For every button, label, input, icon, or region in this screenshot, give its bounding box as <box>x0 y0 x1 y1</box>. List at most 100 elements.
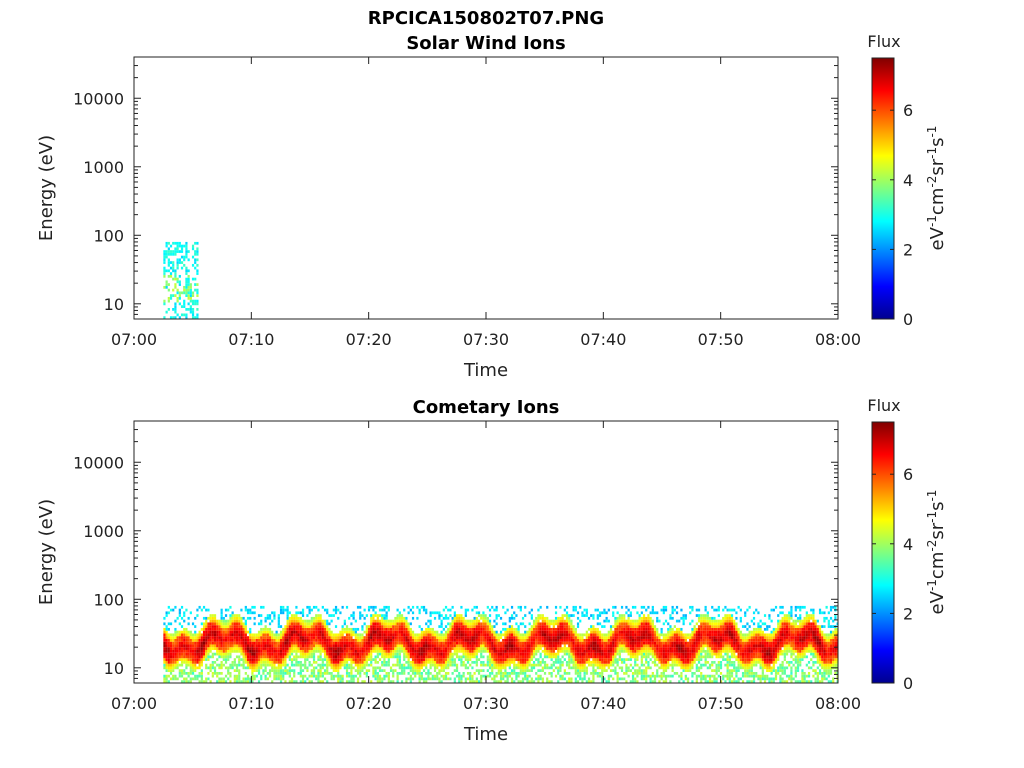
heatmap-cell <box>394 616 397 620</box>
heatmap-cell <box>451 622 454 626</box>
heatmap-cell <box>607 608 610 612</box>
heatmap-cell <box>249 627 252 631</box>
heatmap-cell <box>647 636 650 639</box>
heatmap-cell <box>180 305 184 308</box>
heatmap-cell <box>205 652 208 656</box>
heatmap-cell <box>513 663 516 667</box>
heatmap-cell <box>328 663 331 667</box>
heatmap-cell <box>563 622 566 626</box>
heatmap-cell <box>442 652 445 656</box>
heatmap-cell <box>473 644 476 648</box>
heatmap-cell <box>651 625 654 628</box>
heatmap-cell <box>543 655 547 659</box>
heatmap-cell <box>180 644 184 648</box>
heatmap-cell <box>350 671 353 675</box>
heatmap-cell <box>541 660 544 664</box>
heatmap-cell <box>442 636 445 639</box>
heatmap-cell <box>559 605 562 609</box>
heatmap-cell <box>640 655 643 659</box>
heatmap-cell <box>486 644 489 648</box>
heatmap-cell <box>238 638 241 642</box>
heatmap-cell <box>623 614 626 617</box>
heatmap-cell <box>554 636 558 639</box>
heatmap-cell <box>238 627 241 631</box>
heatmap-cell <box>383 677 386 681</box>
heatmap-cell <box>440 649 443 653</box>
heatmap-cell <box>535 644 538 648</box>
heatmap-cell <box>308 611 311 615</box>
heatmap-cell <box>587 638 591 642</box>
heatmap-cell <box>253 616 256 620</box>
heatmap-cell <box>552 622 555 626</box>
heatmap-cell <box>295 641 298 645</box>
heatmap-cell <box>290 649 294 653</box>
heatmap-cell <box>682 652 685 656</box>
heatmap-cell <box>649 630 652 634</box>
heatmap-cell <box>189 296 192 300</box>
heatmap-cell <box>563 647 566 650</box>
heatmap-cell <box>550 649 553 653</box>
heatmap-cell <box>517 674 520 678</box>
heatmap-cell <box>196 299 199 303</box>
heatmap-cell <box>202 630 206 634</box>
heatmap-cell <box>400 627 404 631</box>
heatmap-cell <box>541 666 544 670</box>
heatmap-cell <box>517 658 520 661</box>
heatmap-cell <box>191 669 195 672</box>
heatmap-cell <box>319 680 322 683</box>
heatmap-cell <box>367 605 371 609</box>
heatmap-cell <box>304 663 307 667</box>
heatmap-cell <box>420 636 423 639</box>
heatmap-cell <box>218 641 221 645</box>
panel-title: Cometary Ions <box>413 397 560 418</box>
heatmap-cell <box>576 671 580 675</box>
heatmap-cell <box>603 658 606 661</box>
heatmap-cell <box>216 641 219 645</box>
heatmap-cell <box>651 660 654 664</box>
heatmap-cell <box>284 633 287 637</box>
heatmap-cell <box>618 641 621 645</box>
heatmap-cell <box>350 622 353 626</box>
heatmap-cell <box>233 625 236 628</box>
heatmap-cell <box>537 674 540 678</box>
heatmap-cell <box>172 266 175 270</box>
heatmap-cell <box>506 636 509 639</box>
heatmap-cell <box>306 633 309 637</box>
heatmap-cell <box>546 663 549 667</box>
heatmap-cell <box>332 636 335 639</box>
heatmap-cell <box>407 652 410 656</box>
heatmap-cell <box>669 641 672 645</box>
heatmap-cell <box>642 616 646 620</box>
heatmap-cell <box>480 649 483 653</box>
heatmap-cell <box>515 627 518 631</box>
heatmap-cell <box>590 649 593 653</box>
heatmap-cell <box>213 652 217 656</box>
heatmap-cell <box>627 649 630 653</box>
heatmap-cell <box>172 677 175 681</box>
heatmap-cell <box>235 630 239 634</box>
heatmap-cell <box>312 605 316 609</box>
heatmap-cell <box>678 630 681 634</box>
heatmap-cell <box>603 669 606 672</box>
heatmap-cell <box>165 652 168 656</box>
heatmap-cell <box>277 660 280 664</box>
heatmap-cell <box>295 647 298 650</box>
heatmap-cell <box>605 649 608 653</box>
heatmap-cell <box>233 647 236 650</box>
heatmap-cell <box>312 647 316 650</box>
heatmap-cell <box>174 636 177 639</box>
heatmap-cell <box>194 655 197 659</box>
heatmap-cell <box>176 296 179 300</box>
heatmap-cell <box>616 677 619 681</box>
heatmap-cell <box>341 647 344 650</box>
heatmap-cell <box>554 605 558 609</box>
heatmap-cell <box>376 633 379 637</box>
heatmap-cell <box>409 663 412 667</box>
heatmap-cell <box>438 625 441 628</box>
heatmap-cell <box>451 644 454 648</box>
heatmap-cell <box>337 671 340 675</box>
heatmap-cell <box>568 671 571 675</box>
heatmap-cell <box>647 655 650 659</box>
heatmap-cell <box>623 644 626 648</box>
heatmap-cell <box>656 627 659 631</box>
